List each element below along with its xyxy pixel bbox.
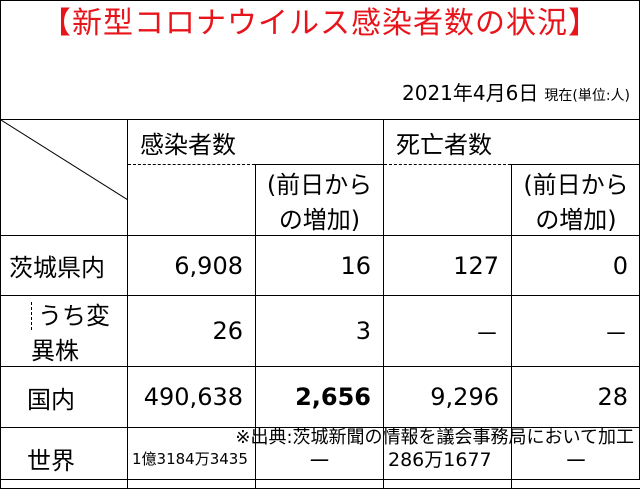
cell-infected: 490,638 [128,367,256,428]
cell-deaths: 9,296 [384,367,512,428]
cell-deaths: － [384,296,512,367]
cell-infected: 6,908 [128,236,256,296]
cell-infected: 26 [128,296,256,367]
header-deaths: 死亡者数 [384,120,640,165]
row-label-world: 世界 [1,428,128,489]
header-infected: 感染者数 [128,120,384,165]
cell-deaths-change: － [512,296,640,367]
source-footnote: ※出典:茨城新聞の情報を議会事務局において加工 [235,426,634,450]
cell-deaths-change: 0 [512,236,640,296]
corner-cell [1,120,128,236]
page-title: 【新型コロナウイルス感染者数の状況】 [0,4,640,44]
header-infected-change: (前日からの増加) [256,165,384,236]
header-deaths-change: (前日からの増加) [512,165,640,236]
cell-infected-change: 2,656 [256,367,384,428]
table-row: 茨城県内 6,908 16 127 0 [1,236,640,296]
table-row: 国内 490,638 2,656 9,296 28 [1,367,640,428]
row-label-japan: 国内 [1,367,128,428]
row-label-ibaraki: 茨城県内 [1,236,128,296]
report-date: 2021年4月6日 [402,81,538,105]
row-label-variant-text: うち変異株 [31,302,110,365]
unit-note: 現在(単位:人) [544,88,630,104]
table-row: うち変異株 26 3 － － [1,296,640,367]
cell-infected-change: 3 [256,296,384,367]
cell-deaths-change: 28 [512,367,640,428]
header-deaths-blank [384,165,512,236]
cell-infected-change: 16 [256,236,384,296]
header-row-top: 感染者数 死亡者数 [1,120,640,165]
cell-deaths: 127 [384,236,512,296]
date-line: 2021年4月6日現在(単位:人) [402,80,630,109]
header-infected-blank [128,165,256,236]
diagonal-line [1,120,128,200]
row-label-variant: うち変異株 [1,296,128,367]
